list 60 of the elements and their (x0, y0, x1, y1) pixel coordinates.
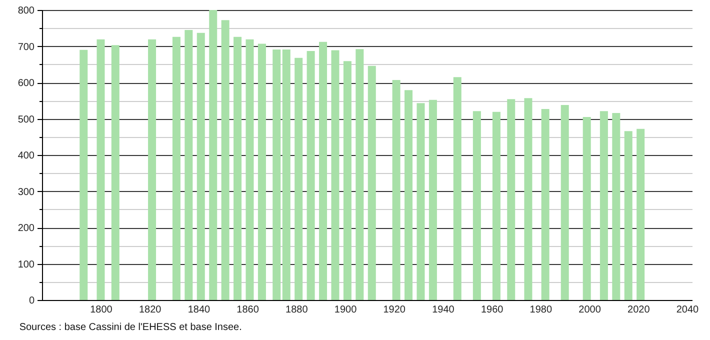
x-tick-label: 1920 (383, 304, 406, 316)
bar (416, 103, 425, 300)
x-tick-label: 1800 (90, 304, 113, 316)
x-tick-label: 1900 (334, 304, 358, 316)
bar (246, 39, 254, 300)
bar (541, 108, 550, 300)
bar (472, 111, 481, 300)
bar (258, 44, 266, 300)
y-tick-label: 0 (28, 296, 35, 306)
x-tick-label: 2020 (628, 304, 650, 316)
bar (294, 58, 303, 300)
y-tick-label: 400 (18, 150, 35, 162)
y-tick-label: 700 (18, 42, 35, 53)
x-tick-label: 2000 (578, 304, 602, 316)
y-tick-label: 100 (18, 259, 35, 270)
x-tick-label: 1980 (530, 304, 552, 316)
bar (172, 36, 180, 300)
bar (331, 50, 340, 300)
bar (209, 10, 218, 300)
bar (272, 50, 281, 300)
bar (428, 100, 437, 300)
bar (184, 30, 193, 300)
bar (368, 66, 376, 300)
y-tick-label: 500 (18, 114, 35, 126)
source-note: Sources : base Cassini de l'EHESS et base Insee. (19, 322, 242, 333)
bar (582, 116, 591, 300)
bar (221, 20, 230, 300)
x-tick-label: 1840 (188, 304, 211, 316)
bar (356, 49, 364, 300)
bar (612, 112, 620, 300)
bar (196, 32, 205, 300)
bar (507, 99, 516, 300)
x-tick-label: 1820 (138, 304, 162, 316)
bar (492, 112, 500, 300)
bar (96, 39, 105, 300)
bar (600, 111, 608, 300)
bar (282, 50, 290, 300)
y-tick-label: 200 (18, 223, 35, 234)
bar (453, 77, 462, 300)
x-tick-label: 2040 (676, 304, 700, 316)
bar (636, 128, 645, 300)
bar (624, 131, 632, 300)
bar (148, 39, 156, 300)
bar (319, 42, 328, 300)
bar (560, 104, 569, 300)
bar (392, 80, 400, 300)
bar (524, 98, 532, 300)
bar (111, 45, 120, 300)
bar (234, 36, 242, 300)
x-tick-label: 1860 (236, 304, 260, 316)
bar (404, 90, 413, 300)
y-tick-label: 300 (18, 186, 35, 198)
bar (80, 50, 88, 300)
x-tick-label: 1960 (480, 304, 504, 316)
x-tick-label: 1880 (286, 304, 308, 316)
bar (343, 61, 352, 300)
x-tick-label: 1940 (432, 304, 455, 316)
y-tick-label: 800 (18, 6, 35, 16)
bar (306, 50, 315, 300)
y-tick-label: 600 (18, 78, 35, 89)
